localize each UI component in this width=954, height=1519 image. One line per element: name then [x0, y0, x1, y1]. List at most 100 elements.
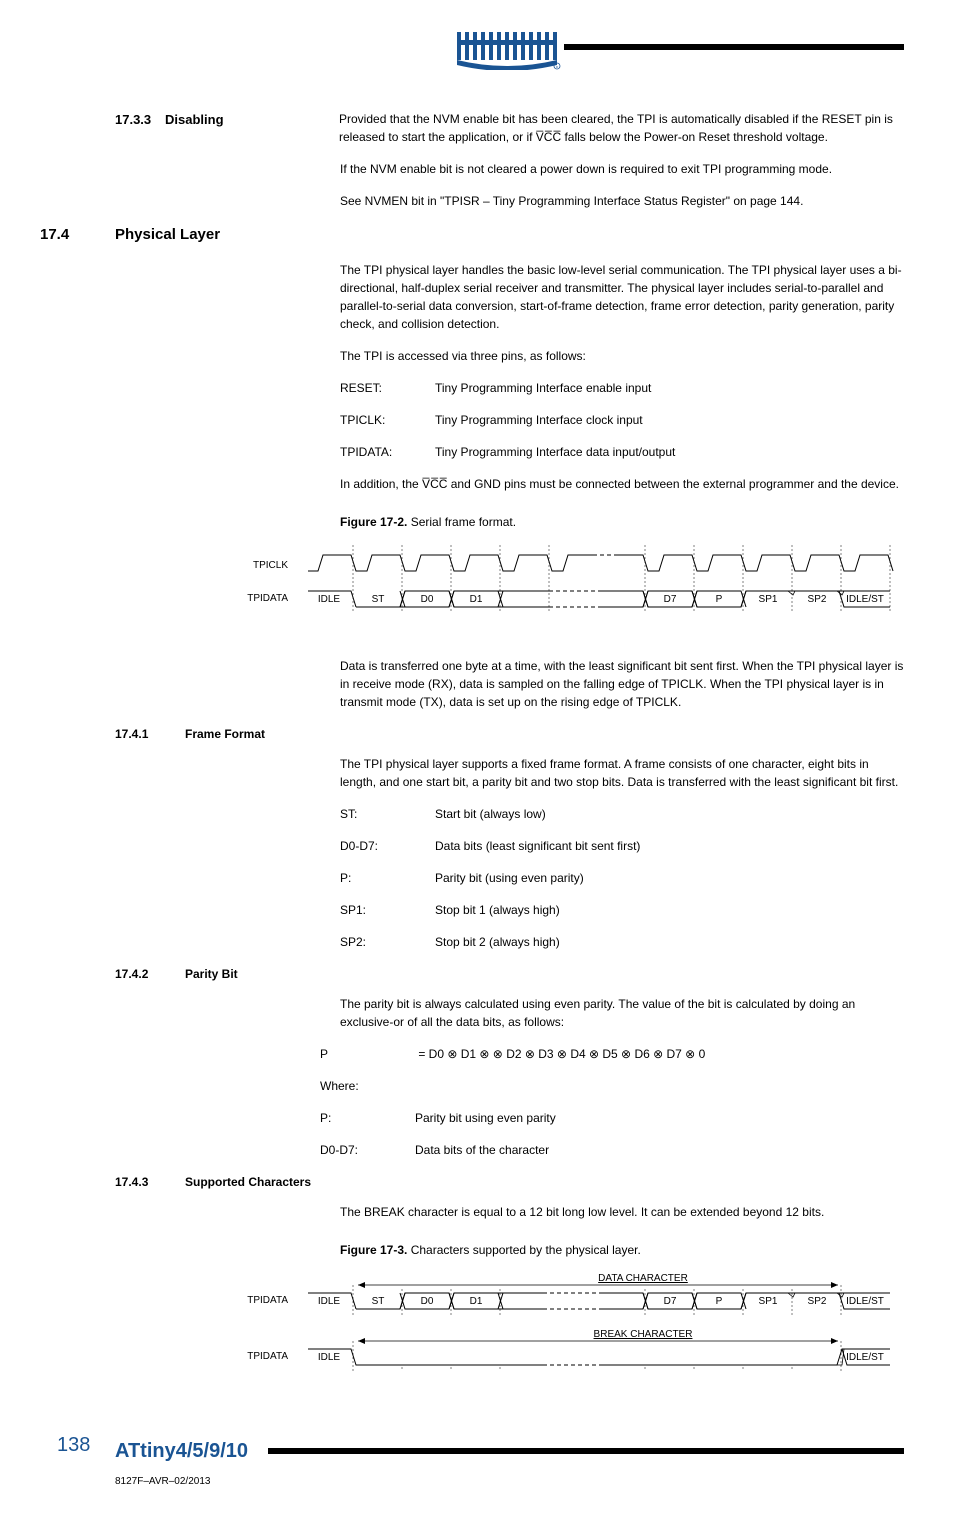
svg-text:P: P — [716, 1296, 723, 1307]
figure-17-2: TPICLK TPIDATA — [223, 543, 904, 633]
svg-text:IDLE: IDLE — [318, 1296, 341, 1307]
svg-text:ST: ST — [372, 594, 385, 605]
svg-text:D0: D0 — [421, 1296, 434, 1307]
subsection-title: Frame Format — [185, 725, 340, 743]
figure-caption: Serial frame format. — [411, 515, 516, 529]
para: If the NVM enable bit is not cleared a p… — [340, 160, 904, 178]
para: Provided that the NVM enable bit has bee… — [339, 112, 893, 144]
legend-row: D0-D7: Data bits of the character — [320, 1141, 904, 1159]
page-number: 138 — [57, 1430, 90, 1460]
para: The TPI is accessed via three pins, as f… — [340, 347, 904, 365]
svg-text:SP2: SP2 — [808, 594, 827, 605]
figure-17-2-title: Figure 17-2. Serial frame format. — [340, 513, 904, 531]
figure-label: Figure 17-2. — [340, 515, 407, 529]
svg-text:D7: D7 — [664, 1296, 677, 1307]
legend-desc: Parity bit (using even parity) — [435, 869, 584, 887]
footer-bar — [268, 1448, 904, 1454]
para: In addition, the V̅C̅C̅ and GND pins mus… — [340, 475, 904, 493]
section-body: Provided that the NVM enable bit has bee… — [339, 110, 904, 146]
character-diagram-svg: DATA CHARACTER TPIDATA — [223, 1271, 903, 1396]
svg-text:SP2: SP2 — [808, 1296, 827, 1307]
svg-text:IDLE/ST: IDLE/ST — [846, 594, 884, 605]
svg-text:D1: D1 — [470, 1296, 483, 1307]
svg-text:TPIDATA: TPIDATA — [247, 1351, 288, 1362]
legend-desc: Stop bit 2 (always high) — [435, 933, 560, 951]
svg-text:IDLE: IDLE — [318, 1352, 341, 1363]
eq-lhs: P — [320, 1045, 415, 1063]
svg-text:IDLE: IDLE — [318, 594, 341, 605]
legend-label: D0-D7: — [340, 837, 435, 855]
subsection-title: Supported Characters — [185, 1173, 385, 1191]
svg-text:IDLE/ST: IDLE/ST — [846, 1352, 884, 1363]
para: The TPI physical layer handles the basic… — [340, 261, 904, 333]
pin-label: TPICLK: — [340, 411, 435, 429]
pin-row: RESET: Tiny Programming Interface enable… — [340, 379, 904, 397]
subsection-17-4-1: 17.4.1 Frame Format — [115, 725, 904, 743]
page-footer: 138 ATtiny4/5/9/10 — [115, 1436, 904, 1466]
subsection-title: Parity Bit — [185, 965, 340, 983]
para: The parity bit is always calculated usin… — [340, 995, 904, 1031]
legend-label: SP2: — [340, 933, 435, 951]
footer-doc-title: ATtiny4/5/9/10 — [115, 1436, 248, 1466]
section-number: 17.4 — [40, 224, 115, 247]
figure-label: Figure 17-3. — [340, 1243, 407, 1257]
para: The BREAK character is equal to a 12 bit… — [340, 1203, 904, 1221]
svg-text:D0: D0 — [421, 594, 434, 605]
legend-desc: Start bit (always low) — [435, 805, 546, 823]
subsection-17-4-3: 17.4.3 Supported Characters — [115, 1173, 904, 1191]
svg-text:DATA CHARACTER: DATA CHARACTER — [598, 1273, 688, 1284]
svg-text:IDLE/ST: IDLE/ST — [846, 1296, 884, 1307]
legend-row: P: Parity bit using even parity — [320, 1109, 904, 1127]
eq-rhs: = D0 ⊗ D1 ⊗ ⊗ D2 ⊗ D3 ⊗ D4 ⊗ D5 ⊗ D6 ⊗ D… — [418, 1047, 705, 1061]
parity-equation: P = D0 ⊗ D1 ⊗ ⊗ D2 ⊗ D3 ⊗ D4 ⊗ D5 ⊗ D6 ⊗… — [320, 1045, 904, 1063]
section-17-3-3: 17.3.3 Disabling Provided that the NVM e… — [115, 110, 904, 146]
pin-label: TPIDATA: — [340, 443, 435, 461]
legend-label: ST: — [340, 805, 435, 823]
atmel-logo: R — [457, 30, 562, 70]
svg-text:SP1: SP1 — [759, 1296, 778, 1307]
subsection-number: 17.4.1 — [115, 725, 185, 743]
pin-label: RESET: — [340, 379, 435, 397]
pin-desc: Tiny Programming Interface data input/ou… — [435, 443, 675, 461]
para: Data is transferred one byte at a time, … — [340, 657, 904, 711]
figure-17-3: DATA CHARACTER TPIDATA — [223, 1271, 904, 1396]
legend-desc: Data bits (least significant bit sent fi… — [435, 837, 640, 855]
tpidata-label: TPIDATA — [247, 593, 288, 604]
legend-label: D0-D7: — [320, 1141, 415, 1159]
footer-doc-id: 8127F–AVR–02/2013 — [115, 1474, 904, 1489]
where-label: Where: — [320, 1077, 904, 1095]
pin-desc: Tiny Programming Interface enable input — [435, 379, 651, 397]
legend-row: SP1: Stop bit 1 (always high) — [340, 901, 904, 919]
page-header: R — [115, 30, 904, 70]
pin-row: TPIDATA: Tiny Programming Interface data… — [340, 443, 904, 461]
svg-text:BREAK CHARACTER: BREAK CHARACTER — [594, 1329, 693, 1340]
section-title: Physical Layer — [115, 224, 290, 247]
legend-row: P: Parity bit (using even parity) — [340, 869, 904, 887]
svg-text:P: P — [716, 594, 723, 605]
section-number: 17.3.3 — [115, 110, 165, 146]
subsection-number: 17.4.3 — [115, 1173, 185, 1191]
timing-diagram-svg: TPICLK TPIDATA — [223, 543, 903, 633]
legend-label: P: — [340, 869, 435, 887]
svg-text:ST: ST — [372, 1296, 385, 1307]
pin-desc: Tiny Programming Interface clock input — [435, 411, 643, 429]
tpiclk-label: TPICLK — [253, 560, 288, 571]
para: The TPI physical layer supports a fixed … — [340, 755, 904, 791]
para: See NVMEN bit in "TPISR – Tiny Programmi… — [340, 192, 904, 210]
legend-row: ST: Start bit (always low) — [340, 805, 904, 823]
subsection-number: 17.4.2 — [115, 965, 185, 983]
svg-text:D7: D7 — [664, 594, 677, 605]
svg-text:SP1: SP1 — [759, 594, 778, 605]
legend-row: SP2: Stop bit 2 (always high) — [340, 933, 904, 951]
legend-label: P: — [320, 1109, 415, 1127]
section-17-4: 17.4 Physical Layer — [40, 224, 904, 247]
legend-desc: Data bits of the character — [415, 1141, 549, 1159]
figure-caption: Characters supported by the physical lay… — [411, 1243, 641, 1257]
legend-desc: Parity bit using even parity — [415, 1109, 556, 1127]
legend-row: D0-D7: Data bits (least significant bit … — [340, 837, 904, 855]
pin-row: TPICLK: Tiny Programming Interface clock… — [340, 411, 904, 429]
header-bar — [564, 44, 904, 50]
figure-17-3-title: Figure 17-3. Characters supported by the… — [340, 1241, 904, 1259]
section-title: Disabling — [165, 110, 225, 146]
legend-desc: Stop bit 1 (always high) — [435, 901, 560, 919]
